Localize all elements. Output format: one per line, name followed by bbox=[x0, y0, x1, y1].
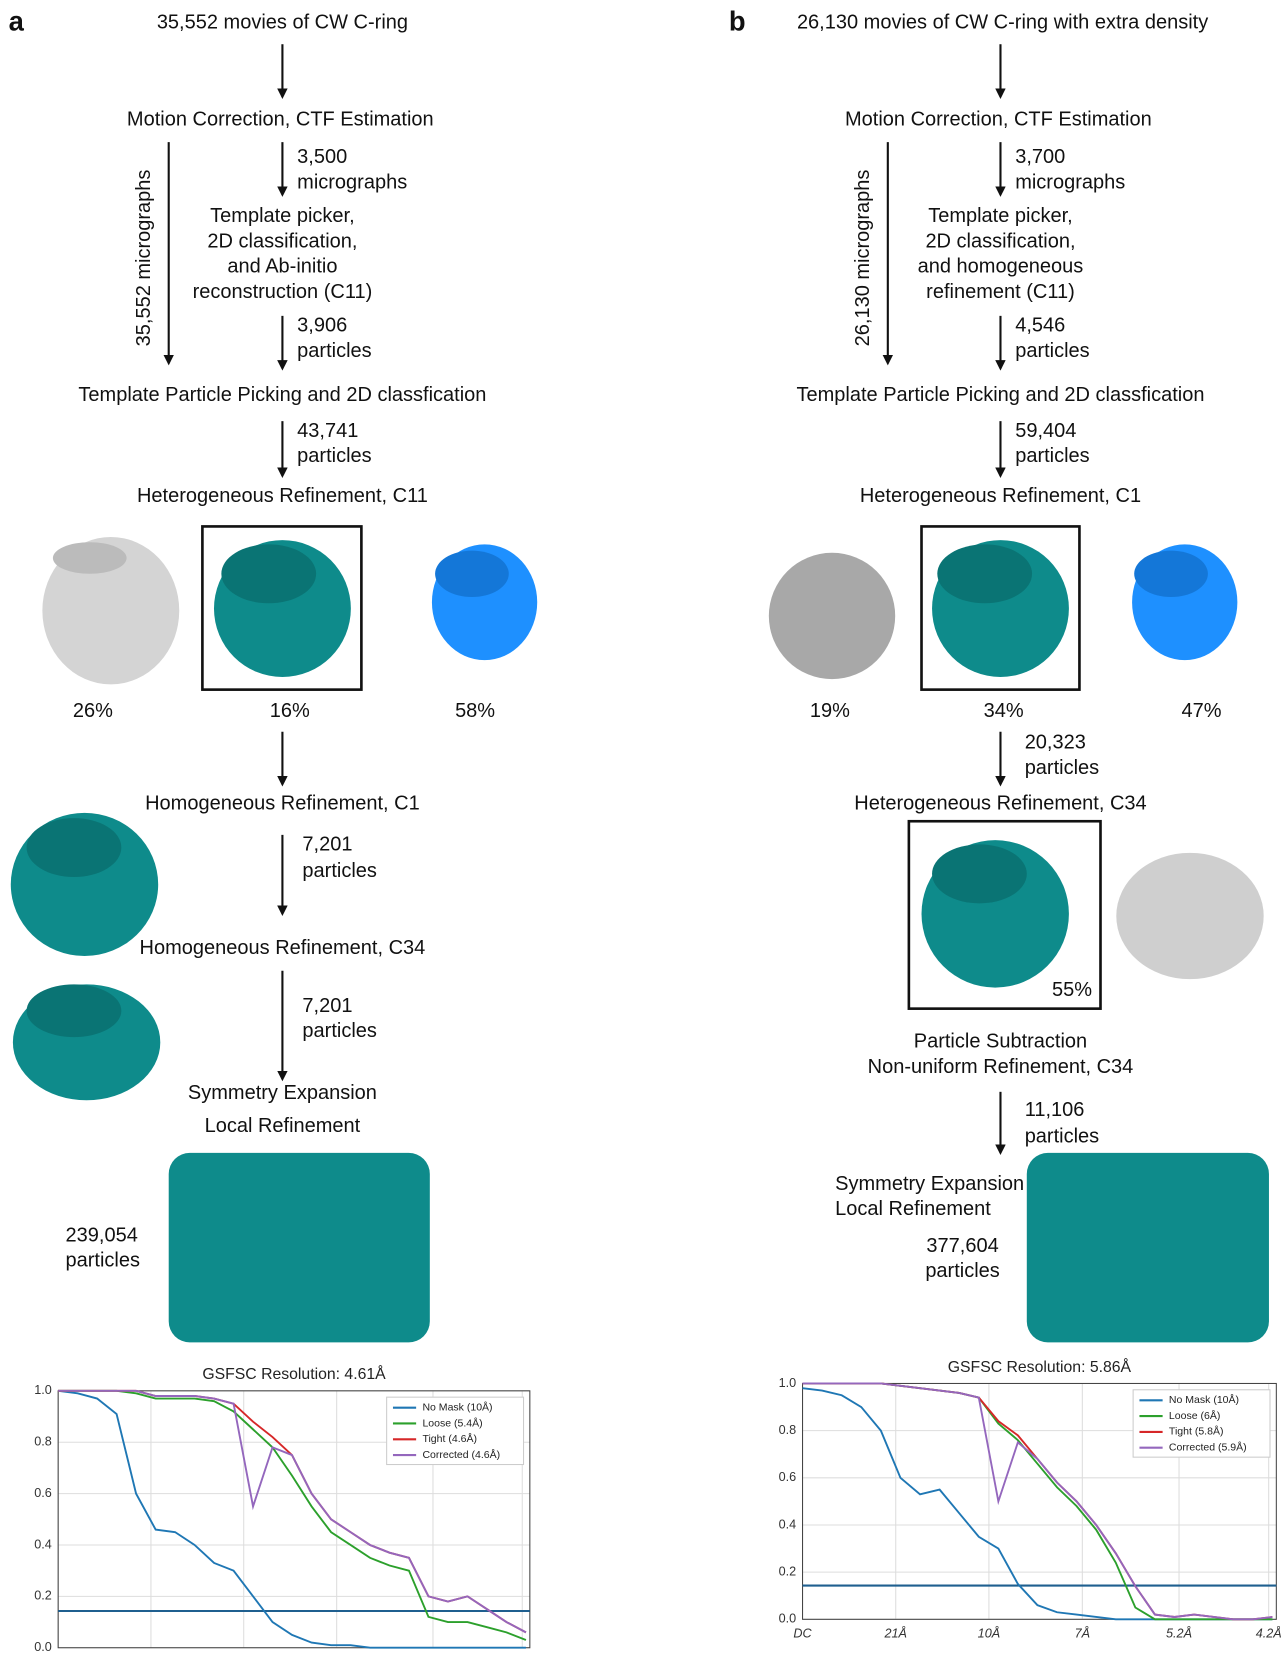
figure: a 35,552 movies of CW C-ring Motion Correc… bbox=[0, 0, 1285, 1653]
flow-text: Motion Correction, CTF Estimation bbox=[845, 108, 1152, 130]
flow-text: 58% bbox=[455, 700, 495, 722]
y-tick-label: 0.0 bbox=[34, 1640, 52, 1653]
flow-text: and homogeneous bbox=[918, 256, 1084, 278]
y-tick-label: 0.6 bbox=[34, 1486, 52, 1500]
flow-text: particles bbox=[1015, 340, 1089, 362]
flow-text: Heterogeneous Refinement, C11 bbox=[137, 485, 428, 507]
flow-text: particles bbox=[925, 1260, 999, 1282]
flow-text: Homogeneous Refinement, C1 bbox=[145, 793, 420, 815]
legend-label: Corrected (5.9Å) bbox=[1169, 1440, 1247, 1453]
flow-text: 7,201 bbox=[302, 995, 352, 1017]
chart-title: GSFSC Resolution: 5.86Å bbox=[948, 1357, 1132, 1376]
flow-text: 26,130 micrographs bbox=[852, 170, 874, 347]
y-tick-label: 0.6 bbox=[779, 1470, 797, 1484]
chart-title: GSFSC Resolution: 4.61Å bbox=[202, 1364, 386, 1383]
flow-text: 2D classification, bbox=[207, 230, 357, 252]
flow-text: 43,741 bbox=[297, 420, 358, 442]
flow-text: particles bbox=[1025, 757, 1099, 779]
flow-text: 47% bbox=[1182, 700, 1222, 722]
flow-text: 377,604 bbox=[926, 1235, 998, 1257]
flow-text: reconstruction (C11) bbox=[193, 281, 373, 303]
flow-text: Motion Correction, CTF Estimation bbox=[127, 108, 434, 130]
flow-text: Particle Subtraction bbox=[914, 1031, 1087, 1053]
y-tick-label: 0.8 bbox=[779, 1423, 797, 1437]
flow-text: particles bbox=[66, 1250, 140, 1272]
flow-text: Template Particle Picking and 2D classfi… bbox=[78, 384, 486, 406]
flow-text: Symmetry Expansion bbox=[835, 1173, 1024, 1195]
flow-text: 35,552 micrographs bbox=[133, 170, 155, 347]
flow-text: Template Particle Picking and 2D classfi… bbox=[796, 384, 1204, 406]
flow-text: Template picker, bbox=[928, 205, 1073, 227]
flow-text: Heterogeneous Refinement, C1 bbox=[860, 485, 1141, 507]
x-tick-label: 21Å bbox=[883, 1625, 906, 1640]
flow-text: Symmetry Expansion bbox=[188, 1082, 377, 1104]
legend-label: Loose (6Å) bbox=[1169, 1409, 1220, 1422]
flow-text: Local Refinement bbox=[205, 1115, 361, 1137]
flow-text: 16% bbox=[270, 700, 310, 722]
flow-text: Local Refinement bbox=[835, 1198, 991, 1220]
panel-label: b bbox=[729, 5, 746, 36]
flow-text: 3,906 bbox=[297, 315, 347, 337]
y-tick-label: 0.8 bbox=[34, 1435, 52, 1449]
y-tick-label: 0.4 bbox=[34, 1537, 52, 1551]
flow-text: particles bbox=[1015, 445, 1089, 467]
flow-text: particles bbox=[1025, 1125, 1099, 1147]
flow-text: particles bbox=[302, 860, 376, 882]
flow-text: 26% bbox=[73, 700, 113, 722]
legend-label: No Mask (10Å) bbox=[422, 1400, 492, 1413]
flow-text: 59,404 bbox=[1015, 420, 1076, 442]
fsc-chart: GSFSC Resolution: 4.61Å 0.0 0.2 0.4 0.6 0.8 1.… bbox=[34, 1364, 535, 1653]
x-tick-label: 10Å bbox=[978, 1625, 1000, 1640]
y-tick-label: 0.2 bbox=[779, 1564, 797, 1578]
panel-label: a bbox=[9, 5, 25, 36]
fsc-chart: GSFSC Resolution: 5.86Å 0.0 0.2 0.4 0.6 0.8 1.… bbox=[779, 1357, 1282, 1641]
flow-text: particles bbox=[297, 445, 371, 467]
flow-text: 19% bbox=[810, 700, 850, 722]
flow-text: particles bbox=[302, 1020, 376, 1042]
flow-text: Heterogeneous Refinement, C34 bbox=[854, 793, 1146, 815]
flow-text: 7,201 bbox=[302, 834, 352, 856]
legend-label: Loose (5.4Å) bbox=[422, 1416, 482, 1429]
flow-text: 35,552 movies of CW C-ring bbox=[157, 11, 408, 33]
flow-text: 26,130 movies of CW C-ring with extra de… bbox=[797, 11, 1208, 33]
x-tick-label: 4.2Å bbox=[1256, 1625, 1282, 1640]
y-tick-label: 0.2 bbox=[34, 1589, 52, 1603]
y-tick-label: 1.0 bbox=[34, 1383, 52, 1397]
x-tick-label: 7Å bbox=[1075, 1625, 1090, 1640]
flow-text: 3,700 bbox=[1015, 146, 1065, 168]
flow-text: Non-uniform Refinement, C34 bbox=[868, 1056, 1134, 1078]
flow-text: 239,054 bbox=[66, 1224, 138, 1246]
flow-text: micrographs bbox=[297, 171, 407, 193]
flow-text: 11,106 bbox=[1025, 1099, 1085, 1121]
x-tick-label: DC bbox=[793, 1626, 812, 1640]
flow-text: 4,546 bbox=[1015, 315, 1065, 337]
y-tick-label: 0.4 bbox=[779, 1517, 797, 1531]
flow-text: 55% bbox=[1052, 979, 1092, 1001]
legend-label: Tight (5.8Å) bbox=[1169, 1425, 1224, 1438]
flow-text: Template picker, bbox=[210, 205, 355, 227]
legend-label: Corrected (4.6Å) bbox=[422, 1448, 500, 1461]
flow-text: and Ab-initio bbox=[227, 256, 337, 278]
flow-text: 3,500 bbox=[297, 146, 347, 168]
flow-text: 2D classification, bbox=[925, 230, 1075, 252]
flow-text: micrographs bbox=[1015, 171, 1125, 193]
flow-text: particles bbox=[297, 340, 371, 362]
y-tick-label: 1.0 bbox=[779, 1376, 797, 1390]
flow-text: Homogeneous Refinement, C34 bbox=[140, 937, 426, 959]
y-tick-label: 0.0 bbox=[779, 1612, 797, 1626]
flow-text: 20,323 bbox=[1025, 732, 1086, 754]
density-maps bbox=[11, 526, 1269, 1342]
legend-label: No Mask (10Å) bbox=[1169, 1393, 1239, 1406]
flow-text: 34% bbox=[984, 700, 1024, 722]
x-tick-label: 5.2Å bbox=[1166, 1625, 1192, 1640]
legend-label: Tight (4.6Å) bbox=[422, 1432, 477, 1445]
flow-text: refinement (C11) bbox=[926, 281, 1075, 303]
